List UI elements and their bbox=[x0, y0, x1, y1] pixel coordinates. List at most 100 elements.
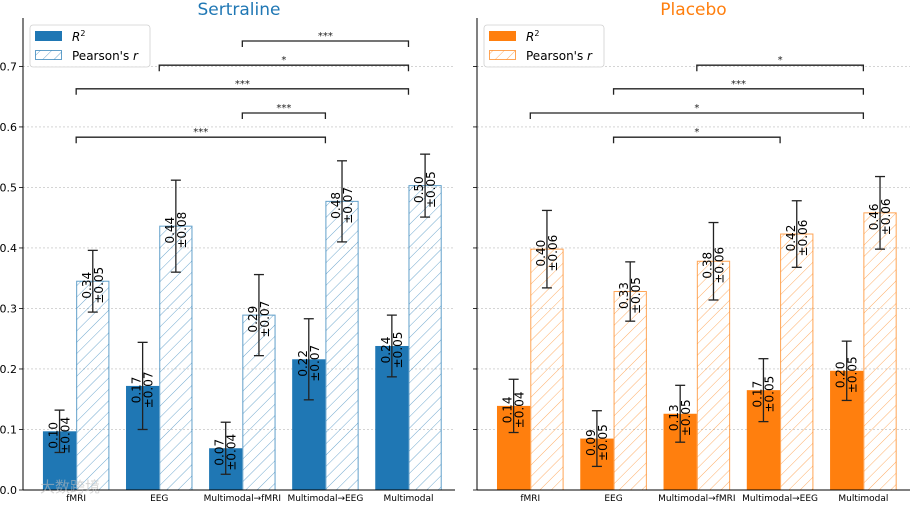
error-label: ±0.05 bbox=[762, 376, 776, 413]
bracket-line bbox=[612, 136, 781, 144]
value-label: 0.17 bbox=[750, 381, 764, 408]
significance-label: *** bbox=[235, 79, 250, 90]
bar-pearson bbox=[530, 248, 564, 491]
legend-label-pearson: Pearson's r bbox=[72, 49, 139, 63]
value-label: 0.50 bbox=[412, 176, 426, 203]
bar-pearson bbox=[325, 200, 359, 491]
data-label: 0.29±0.07 bbox=[246, 301, 272, 338]
legend-label-pearson: Pearson's r bbox=[526, 49, 593, 63]
bracket-line bbox=[612, 88, 865, 95]
value-label: 0.24 bbox=[379, 337, 393, 364]
legend: R2 Pearson's r bbox=[483, 24, 605, 68]
error-label: ±0.07 bbox=[308, 345, 322, 382]
y-tick-label: 0.2 bbox=[0, 363, 17, 376]
bracket-line bbox=[241, 112, 327, 120]
data-label: 0.09±0.05 bbox=[584, 424, 610, 461]
error-bar bbox=[758, 358, 769, 423]
y-tick-label: 0.3 bbox=[0, 302, 17, 315]
significance-label: * bbox=[694, 103, 699, 114]
value-label: 0.38 bbox=[700, 252, 714, 279]
x-tick-label: EEG bbox=[150, 494, 168, 503]
legend: R2 Pearson's r bbox=[29, 24, 151, 68]
error-bar bbox=[508, 378, 519, 434]
data-label: 0.33±0.05 bbox=[617, 277, 643, 314]
data-label: 0.20±0.05 bbox=[834, 356, 860, 393]
significance-label: *** bbox=[276, 103, 291, 114]
data-label: 0.14±0.04 bbox=[501, 391, 527, 428]
data-label: 0.46±0.06 bbox=[867, 198, 893, 235]
error-bar bbox=[841, 340, 852, 402]
y-tick-label: 0.5 bbox=[0, 181, 17, 194]
x-tick-label: fMRI bbox=[520, 494, 540, 503]
bracket-line bbox=[241, 40, 410, 47]
error-bar bbox=[220, 421, 231, 475]
value-label: 0.13 bbox=[667, 404, 681, 431]
error-label: ±0.05 bbox=[391, 332, 405, 369]
legend-swatch-r2 bbox=[35, 31, 62, 41]
significance-bracket: *** bbox=[75, 127, 327, 144]
x-tick-label: EEG bbox=[604, 494, 622, 503]
error-bar bbox=[386, 314, 397, 378]
error-bar bbox=[791, 200, 802, 268]
x-tick-label: Multimodal→fMRI bbox=[204, 494, 281, 503]
data-label: 0.24±0.05 bbox=[379, 332, 405, 369]
data-label: 0.44±0.08 bbox=[163, 212, 189, 249]
error-label: ±0.06 bbox=[546, 235, 560, 272]
error-label: ±0.07 bbox=[258, 301, 272, 338]
value-label: 0.34 bbox=[80, 272, 94, 299]
bracket-line bbox=[529, 112, 865, 120]
value-label: 0.48 bbox=[329, 192, 343, 219]
data-label: 0.07±0.04 bbox=[213, 434, 239, 471]
legend-r: R bbox=[72, 30, 80, 44]
legend-r: R bbox=[526, 30, 534, 44]
error-label: ±0.05 bbox=[846, 356, 860, 393]
data-label: 0.38±0.06 bbox=[700, 247, 726, 284]
error-bar bbox=[54, 409, 65, 454]
chart-title: Placebo bbox=[660, 0, 726, 20]
data-label: 0.48±0.07 bbox=[329, 187, 355, 224]
value-label: 0.22 bbox=[296, 350, 310, 377]
value-label: 0.17 bbox=[130, 377, 144, 404]
error-bar bbox=[253, 273, 264, 357]
chart-title: Sertraline bbox=[198, 0, 281, 20]
error-bar bbox=[675, 384, 686, 443]
bracket-line bbox=[75, 136, 327, 144]
significance-bracket: *** bbox=[241, 31, 410, 47]
value-label: 0.07 bbox=[213, 439, 227, 466]
error-bar bbox=[541, 209, 552, 289]
error-label: ±0.07 bbox=[142, 372, 156, 409]
significance-label: *** bbox=[731, 79, 746, 90]
error-label: ±0.04 bbox=[59, 417, 73, 454]
y-tick-label: 0.4 bbox=[0, 242, 17, 255]
x-tick-label: Multimodal→fMRI bbox=[658, 494, 735, 503]
error-label: ±0.05 bbox=[629, 277, 643, 314]
error-bar bbox=[708, 221, 719, 301]
value-label: 0.29 bbox=[246, 306, 260, 333]
value-label: 0.46 bbox=[867, 203, 881, 230]
y-tick-label: 0.1 bbox=[0, 423, 17, 436]
data-label: 0.50±0.05 bbox=[412, 171, 438, 208]
y-tick-label: 0.7 bbox=[0, 60, 17, 73]
significance-label: *** bbox=[193, 127, 208, 138]
legend-swatch-pearson bbox=[489, 50, 516, 60]
value-label: 0.20 bbox=[834, 361, 848, 388]
data-label: 0.40±0.06 bbox=[534, 235, 560, 272]
x-tick-label: Multimodal→EEG bbox=[287, 494, 363, 503]
error-bar bbox=[875, 175, 886, 250]
legend-pearson: Pearson's bbox=[526, 49, 587, 63]
error-bar bbox=[137, 341, 148, 431]
x-tick-label: Multimodal→EEG bbox=[742, 494, 818, 503]
value-label: 0.42 bbox=[784, 225, 798, 252]
error-bar bbox=[420, 153, 431, 218]
bar-pearson bbox=[780, 233, 814, 491]
legend-label-r2: R2 bbox=[526, 29, 539, 44]
error-bar bbox=[87, 249, 98, 313]
significance-label: *** bbox=[318, 31, 333, 42]
y-tick-label: 0.6 bbox=[0, 121, 17, 134]
watermark: 大数跨境 bbox=[40, 478, 100, 496]
data-label: 0.17±0.05 bbox=[750, 376, 776, 413]
error-label: ±0.05 bbox=[424, 171, 438, 208]
error-label: ±0.06 bbox=[796, 220, 810, 257]
significance-bracket: *** bbox=[612, 79, 865, 95]
x-tick-label: Multimodal bbox=[383, 494, 433, 503]
